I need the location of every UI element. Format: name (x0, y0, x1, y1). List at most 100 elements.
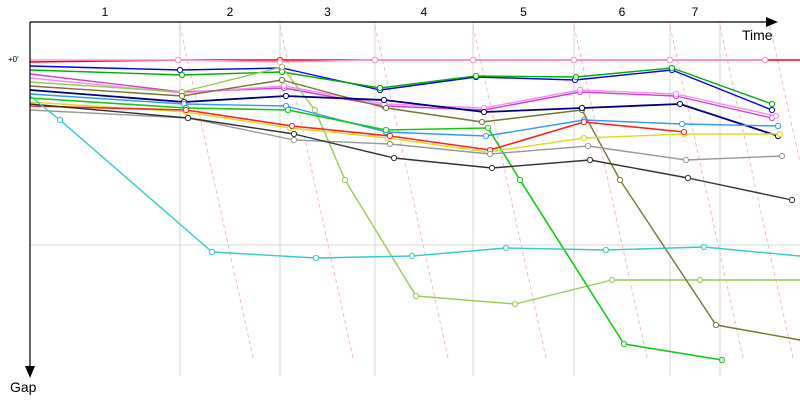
lap-labels: 1 2 3 4 5 6 7 (102, 5, 699, 19)
series-2-point-4 (469, 56, 477, 64)
series-11-point-2 (284, 106, 292, 114)
timing-line-5 (573, 25, 648, 361)
series-15-point-6 (684, 174, 692, 182)
x-axis-arrowhead (766, 17, 778, 27)
series-11-point-7 (718, 356, 726, 364)
series-line-7 (29, 66, 800, 305)
series-4-point-7 (768, 100, 776, 108)
series-3-point-7 (768, 106, 776, 114)
series-7-point-4 (341, 176, 349, 184)
series-11-point-5 (516, 176, 524, 184)
timing-line-2 (279, 25, 354, 361)
series-7-point-2 (278, 63, 286, 71)
series-16-point-2 (208, 248, 216, 256)
series-15 (29, 103, 796, 204)
series-8-point-1 (178, 92, 186, 100)
series-14 (29, 109, 786, 164)
series-16-point-6 (602, 246, 610, 254)
series-2 (30, 56, 769, 66)
series-4-point-6 (668, 64, 676, 72)
series-13-point-2 (288, 122, 296, 130)
timing-line-1 (179, 25, 254, 361)
series-8-point-7 (712, 321, 720, 329)
lap-label-1: 1 (102, 5, 109, 19)
series-6-point-6 (672, 90, 680, 98)
lap-label-7: 7 (692, 5, 699, 19)
series-4-point-1 (178, 71, 186, 79)
series-8-point-4 (478, 118, 486, 126)
series-7-point-6 (511, 300, 519, 308)
series-13-point-3 (386, 132, 394, 140)
series-2-point-3 (371, 56, 379, 64)
series-14-point-5 (584, 142, 592, 150)
series-8-point-3 (382, 104, 390, 112)
series-11-point-4 (484, 124, 492, 132)
series-line-5 (29, 73, 773, 119)
series-2-point-7 (761, 56, 769, 64)
series-4 (29, 64, 776, 108)
series-15-point-1 (184, 114, 192, 122)
series-line-10 (29, 93, 779, 137)
series-8-point-6 (616, 176, 624, 184)
series-12-point-5 (580, 134, 588, 142)
series-11-point-6 (620, 340, 628, 348)
lap-label-5: 5 (520, 5, 527, 19)
series-14-point-4 (486, 150, 494, 158)
series-7-point-8 (696, 276, 704, 284)
series-16-point-1 (56, 116, 64, 124)
series-2-point-6 (666, 56, 674, 64)
series-10-point-6 (678, 120, 686, 128)
series-layer (29, 56, 800, 364)
series-13-point-1 (182, 106, 190, 114)
series-16-point-3 (312, 254, 320, 262)
series-2-point-5 (570, 56, 578, 64)
series-16 (29, 95, 800, 262)
series-line-2 (30, 59, 765, 63)
series-11-point-3 (382, 126, 390, 134)
series-16-point-4 (408, 252, 416, 260)
series-10-point-4 (482, 132, 490, 140)
series-8 (29, 76, 800, 341)
series-15-point-7 (788, 196, 796, 204)
y-axis-label: Gap (10, 379, 37, 395)
x-axis-label: Time (742, 27, 773, 43)
series-line-14 (29, 109, 783, 161)
y-axis-arrowhead (25, 366, 35, 378)
lap-label-3: 3 (324, 5, 331, 19)
series-15-point-5 (586, 156, 594, 164)
series-13-point-6 (680, 128, 688, 136)
series-16-point-7 (700, 243, 708, 251)
series-2-point-1 (174, 56, 182, 64)
axes (25, 17, 778, 378)
timing-line-4 (472, 25, 547, 361)
series-9-point-5 (578, 104, 586, 112)
series-9-point-4 (480, 108, 488, 116)
series-12-point-7 (776, 130, 784, 138)
series-line-12 (29, 101, 780, 153)
series-7-point-3 (311, 106, 319, 114)
series-8-point-2 (278, 76, 286, 84)
series-14-point-6 (682, 156, 690, 164)
series-line-8 (29, 79, 800, 341)
reference-label: +0' (8, 55, 19, 64)
lap-label-2: 2 (227, 5, 234, 19)
series-16-point-5 (502, 244, 510, 252)
series-14-point-7 (778, 152, 786, 160)
series-4-point-3 (376, 84, 384, 92)
series-3-point-1 (176, 66, 184, 74)
series-line-9 (29, 89, 779, 137)
series-13-point-5 (580, 118, 588, 126)
series-line-15 (29, 103, 793, 201)
series-9-point-2 (282, 92, 290, 100)
series-line-4 (29, 67, 773, 105)
series-14-point-2 (290, 136, 298, 144)
series-4-point-4 (472, 72, 480, 80)
timing-line-6 (669, 25, 744, 361)
series-7 (29, 63, 800, 308)
timing-line-3 (374, 25, 449, 361)
series-4-point-5 (572, 73, 580, 81)
series-12 (29, 101, 784, 156)
series-15-point-3 (390, 154, 398, 162)
timing-line-8 (769, 25, 800, 165)
